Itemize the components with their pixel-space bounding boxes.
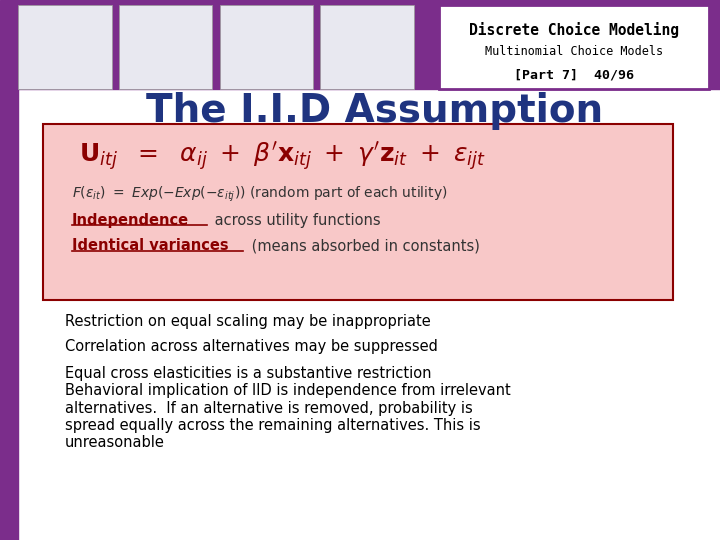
Text: Correlation across alternatives may be suppressed: Correlation across alternatives may be s…: [65, 339, 438, 354]
Text: Behavioral implication of IID is independence from irrelevant
alternatives.  If : Behavioral implication of IID is indepen…: [65, 383, 510, 450]
Text: [Part 7]  40/96: [Part 7] 40/96: [514, 68, 634, 81]
Text: (means absorbed in constants): (means absorbed in constants): [247, 238, 480, 253]
Text: Discrete Choice Modeling: Discrete Choice Modeling: [469, 22, 679, 38]
Text: $\mathbf{U}_{itj}\ \ =\ \ \alpha_{ij}\ +\ \beta'\mathbf{x}_{itj}\ +\ \gamma'\mat: $\mathbf{U}_{itj}\ \ =\ \ \alpha_{ij}\ +…: [79, 140, 486, 173]
Text: $F(\varepsilon_{it})\ =\ Exp(-Exp(-\varepsilon_{itj}))\ \mathrm{(random\ part\ o: $F(\varepsilon_{it})\ =\ Exp(-Exp(-\vare…: [72, 185, 448, 204]
Text: Equal cross elasticities is a substantive restriction: Equal cross elasticities is a substantiv…: [65, 366, 431, 381]
Text: Restriction on equal scaling may be inappropriate: Restriction on equal scaling may be inap…: [65, 314, 431, 329]
Text: Independence: Independence: [72, 213, 189, 228]
Text: across utility functions: across utility functions: [210, 213, 381, 228]
Text: The I.I.D Assumption: The I.I.D Assumption: [146, 92, 603, 130]
Text: Identical variances: Identical variances: [72, 238, 229, 253]
Text: Multinomial Choice Models: Multinomial Choice Models: [485, 45, 663, 58]
